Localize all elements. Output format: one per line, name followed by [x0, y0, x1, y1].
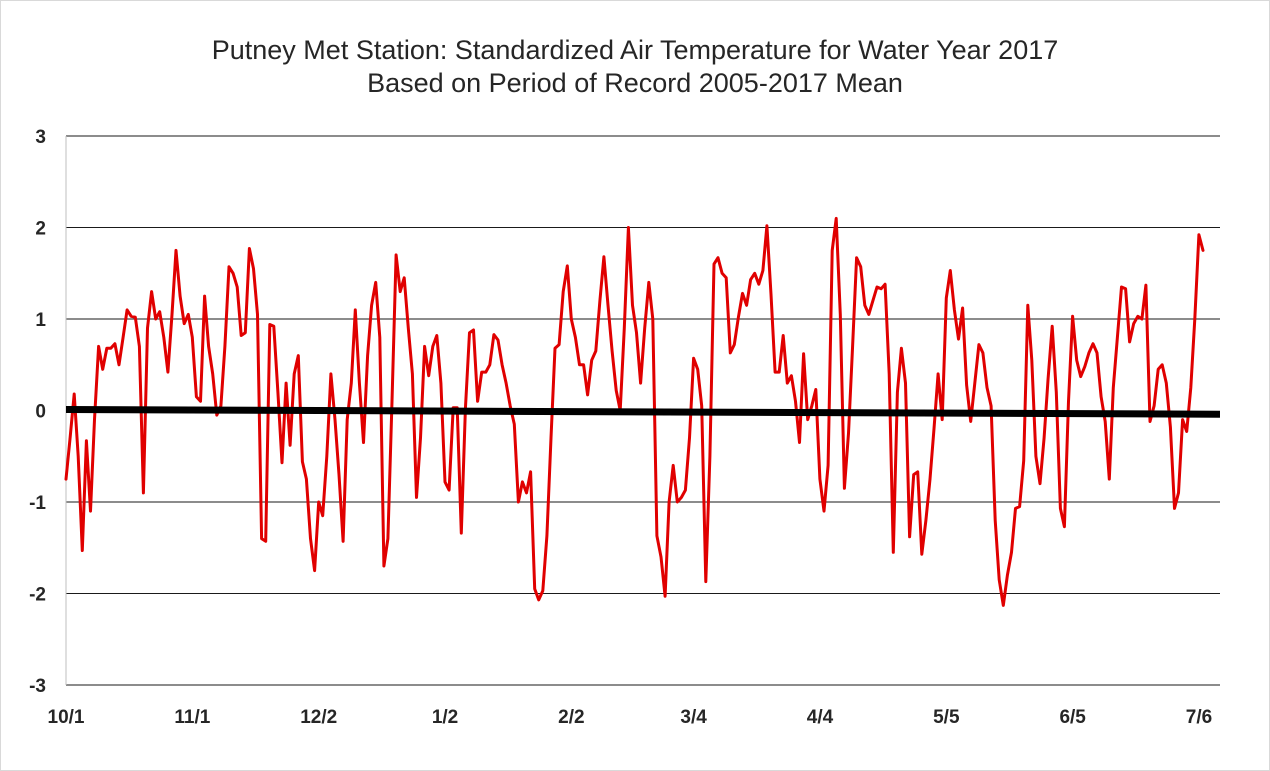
chart-title: Putney Met Station: Standardized Air Tem… [0, 34, 1270, 100]
y-tick-label: -2 [29, 585, 46, 606]
x-tick-label: 2/2 [558, 707, 584, 728]
x-tick-label: 5/5 [933, 707, 960, 728]
x-tick-label: 6/5 [1059, 707, 1086, 728]
series-line [64, 216, 1205, 607]
x-tick-label: 1/2 [432, 707, 458, 728]
y-tick-label: -1 [29, 493, 46, 514]
title-line-2: Based on Period of Record 2005-2017 Mean [367, 68, 903, 98]
title-line-1: Putney Met Station: Standardized Air Tem… [211, 35, 1059, 65]
y-axis: 3 2 1 0 -1 -2 -3 [29, 127, 67, 697]
series-group [64, 216, 1205, 607]
x-tick-label: 10/1 [48, 707, 85, 728]
y-tick-label: 2 [35, 219, 46, 240]
zero-line [65, 406, 1221, 418]
y-tick-label: -3 [29, 676, 46, 697]
x-axis: 10/1 11/1 12/2 1/2 2/2 3/4 4/4 5/5 6/5 7/6 [48, 707, 1213, 728]
x-tick-label: 7/6 [1186, 707, 1212, 728]
x-tick-label: 11/1 [174, 707, 210, 728]
x-tick-label: 12/2 [300, 707, 337, 728]
x-tick-label: 4/4 [807, 707, 834, 728]
y-tick-label: 0 [35, 402, 46, 423]
x-tick-label: 3/4 [680, 707, 707, 728]
zero-line-group [65, 406, 1221, 418]
y-tick-label: 3 [35, 127, 46, 148]
y-tick-label: 1 [35, 310, 46, 331]
